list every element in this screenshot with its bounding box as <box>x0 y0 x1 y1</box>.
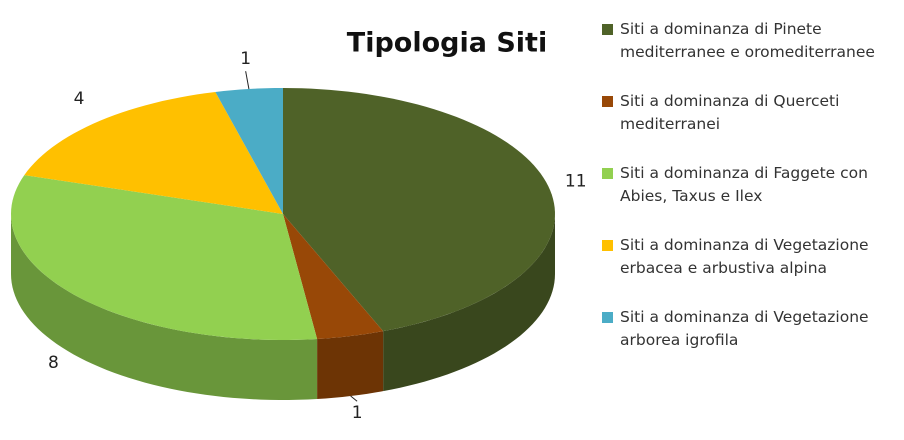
leader-line <box>350 395 358 402</box>
legend-swatch <box>602 168 613 179</box>
pie-slice <box>11 175 318 340</box>
pie-tops <box>11 88 555 340</box>
legend-swatch <box>602 96 613 107</box>
data-label: 4 <box>74 89 85 109</box>
pie-sides <box>11 214 555 400</box>
pie-slice <box>24 91 284 214</box>
pie-slice <box>283 88 555 332</box>
pie-slice-side <box>11 214 318 400</box>
leader-line <box>245 71 250 90</box>
legend-entry: Siti a dominanza di Querceti mediterrane… <box>602 90 900 136</box>
legend-label: Siti a dominanza di Vegetazione erbacea … <box>620 236 869 277</box>
legend-entry: Siti a dominanza di Faggete con Abies, T… <box>602 162 900 208</box>
legend-label: Siti a dominanza di Vegetazione arborea … <box>620 308 869 349</box>
data-label: 1 <box>352 403 363 423</box>
legend-swatch <box>602 240 613 251</box>
data-label: 8 <box>48 353 59 373</box>
chart-title: Tipologia Siti <box>347 28 547 59</box>
legend-label: Siti a dominanza di Querceti mediterrane… <box>620 92 840 133</box>
data-label: 1 <box>240 49 251 69</box>
pie-slice <box>283 214 384 340</box>
legend-swatch <box>602 312 613 323</box>
legend-entry: Siti a dominanza di Pinete mediterranee … <box>602 18 900 64</box>
legend-label: Siti a dominanza di Faggete con Abies, T… <box>620 164 868 205</box>
legend-label: Siti a dominanza di Pinete mediterranee … <box>620 20 875 61</box>
legend-entry: Siti a dominanza di Vegetazione arborea … <box>602 306 900 352</box>
pie-slice-side <box>383 214 555 392</box>
legend: Siti a dominanza di Pinete mediterranee … <box>602 18 902 352</box>
pie-slice <box>215 88 283 214</box>
legend-entry: Siti a dominanza di Vegetazione erbacea … <box>602 234 900 280</box>
legend-swatch <box>602 24 613 35</box>
pie-slice-side <box>317 331 384 400</box>
data-label: 11 <box>565 172 587 192</box>
